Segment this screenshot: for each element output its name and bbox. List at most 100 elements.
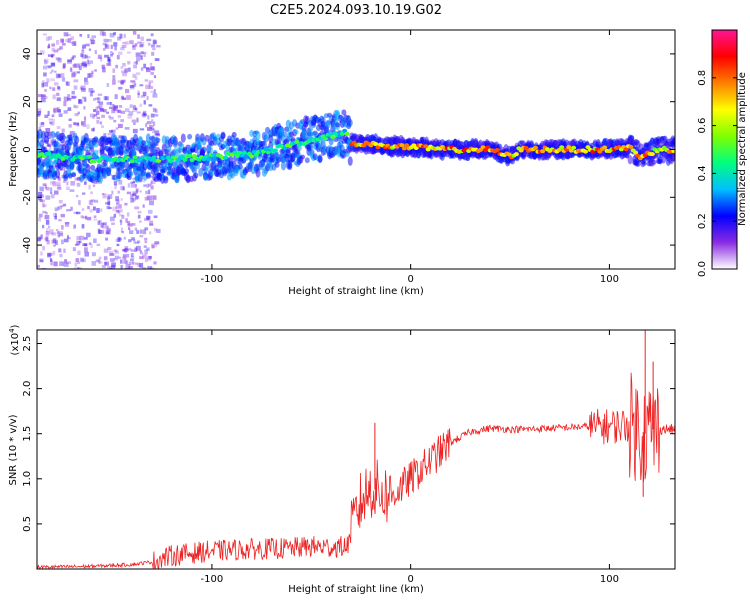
heatmap-cell <box>135 245 141 251</box>
heatmap-cell <box>47 54 53 57</box>
heatmap-cell <box>37 110 41 116</box>
heatmap-cell <box>73 211 79 214</box>
heatmap-cell <box>98 230 102 234</box>
heatmap-cell <box>57 206 60 211</box>
heatmap-cell <box>108 59 111 64</box>
heatmap-cell <box>130 80 136 83</box>
heatmap-cell <box>139 229 143 234</box>
heatmap-cell <box>42 183 47 186</box>
heatmap-cell <box>72 71 77 76</box>
heatmap-cell <box>75 211 81 215</box>
heatmap-cell <box>120 209 123 213</box>
heatmap-cell <box>651 159 657 165</box>
heatmap-cell <box>145 67 150 70</box>
heatmap-cell <box>63 238 69 243</box>
heatmap-cell <box>143 245 147 248</box>
heatmap-cell <box>95 97 100 100</box>
spectrogram-xlabel: Height of straight line (km) <box>288 286 424 297</box>
heatmap-cell <box>121 79 126 83</box>
heatmap-cell <box>107 266 111 269</box>
heatmap-cell <box>120 81 124 85</box>
heatmap-cell <box>117 236 121 242</box>
heatmap-cell <box>137 264 142 267</box>
heatmap-cell <box>118 256 121 259</box>
heatmap-cell <box>71 42 75 45</box>
heatmap-cell <box>112 79 116 85</box>
heatmap-cell <box>134 43 138 47</box>
heatmap-cell <box>132 193 137 196</box>
heatmap-cell <box>63 167 66 171</box>
heatmap-cell <box>41 94 46 98</box>
heatmap-cell <box>148 256 152 259</box>
heatmap-cell <box>127 113 132 119</box>
heatmap-cell <box>114 184 117 190</box>
heatmap-cell <box>79 33 83 37</box>
heatmap-cell <box>107 39 112 42</box>
heatmap-cell <box>72 64 76 68</box>
heatmap-cell <box>42 33 48 36</box>
heatmap-cell <box>108 130 113 133</box>
heatmap-cell <box>59 261 65 266</box>
heatmap-cell <box>63 32 69 37</box>
heatmap-cell <box>133 61 138 64</box>
heatmap-cell <box>97 97 101 101</box>
heatmap-cell <box>52 87 56 91</box>
heatmap-cell <box>153 227 158 232</box>
heatmap-cell <box>137 34 140 39</box>
heatmap-cell <box>195 161 201 170</box>
heatmap-cell <box>102 67 106 73</box>
heatmap-cell <box>222 155 228 160</box>
heatmap-cell <box>114 94 118 100</box>
heatmap-cell <box>132 81 136 86</box>
heatmap-cell <box>80 120 86 125</box>
heatmap-cell <box>148 104 153 107</box>
heatmap-cell <box>93 109 96 112</box>
heatmap-cell <box>37 108 42 113</box>
heatmap-cell <box>120 143 126 149</box>
heatmap-cell <box>121 70 127 74</box>
heatmap-cell <box>89 73 92 78</box>
heatmap-cell <box>49 258 53 262</box>
heatmap-cell <box>119 220 123 226</box>
heatmap-cell <box>113 42 118 47</box>
heatmap-cell <box>42 210 47 214</box>
heatmap-cell <box>125 260 129 265</box>
heatmap-cell <box>108 106 112 109</box>
heatmap-cell <box>71 172 77 178</box>
heatmap-cell <box>317 154 323 163</box>
heatmap-cell <box>67 134 73 142</box>
heatmap-cell <box>104 54 109 58</box>
heatmap-cell <box>106 166 112 172</box>
heatmap-cell <box>48 118 53 121</box>
heatmap-cell <box>193 172 199 179</box>
heatmap-cell <box>51 114 55 118</box>
heatmap-cell <box>307 126 313 132</box>
heatmap-cell <box>154 241 160 245</box>
heatmap-cell <box>142 267 147 269</box>
heatmap-cell <box>90 164 96 171</box>
heatmap-cell <box>65 39 70 43</box>
heatmap-cell <box>114 250 119 254</box>
y-tick-label: -40 <box>22 237 33 253</box>
heatmap-cell <box>63 101 67 107</box>
heatmap-cell <box>43 58 47 62</box>
heatmap-cell <box>152 195 157 200</box>
heatmap-cell <box>43 82 49 87</box>
figure-title: C2E5.2024.093.10.19.G02 <box>270 3 442 18</box>
heatmap-cell <box>45 236 49 242</box>
heatmap-cell <box>401 146 407 151</box>
heatmap-cell <box>140 55 143 60</box>
heatmap-cell <box>123 33 126 38</box>
heatmap-cell <box>117 123 123 129</box>
heatmap-cell <box>116 55 120 60</box>
heatmap-cell <box>66 181 69 186</box>
heatmap-cell <box>140 51 144 55</box>
heatmap-cell <box>84 251 90 257</box>
heatmap-cell <box>37 113 41 117</box>
heatmap-cell <box>63 248 66 253</box>
heatmap-cell <box>123 236 126 240</box>
heatmap-cell <box>361 143 367 148</box>
heatmap-cell <box>559 145 565 150</box>
heatmap-cell <box>255 168 261 178</box>
heatmap-cell <box>114 255 120 259</box>
